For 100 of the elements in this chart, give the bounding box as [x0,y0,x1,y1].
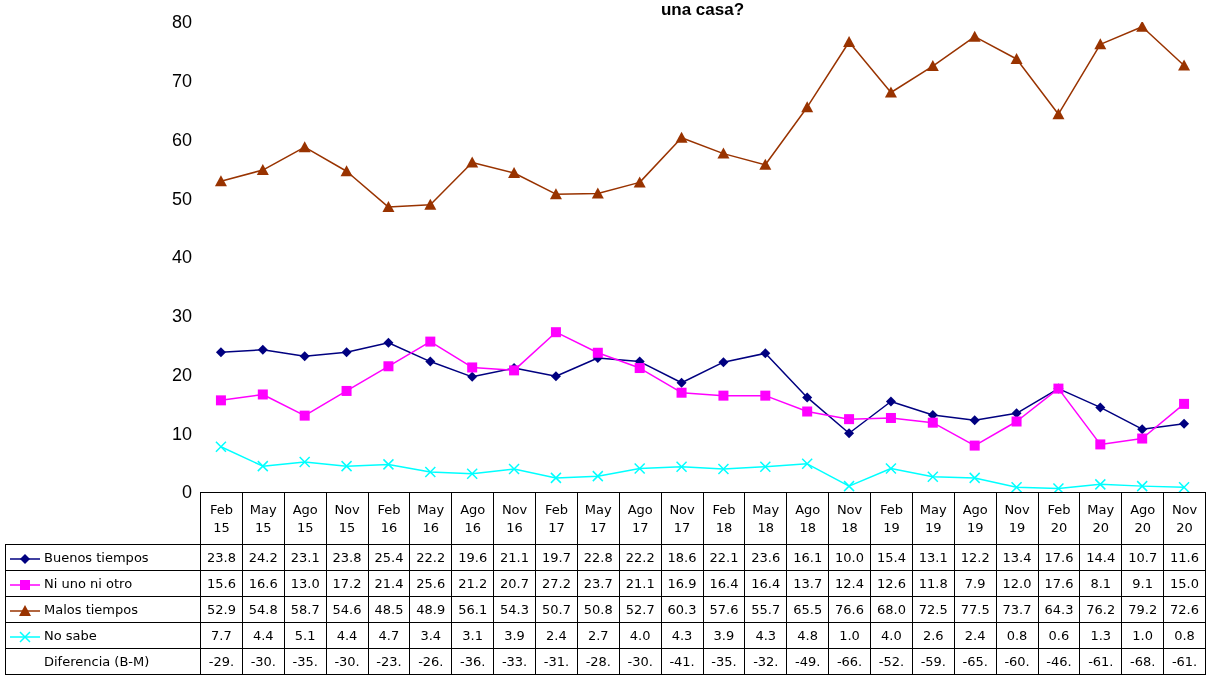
data-label: 23.7 [577,570,620,597]
text: -36. [451,648,494,675]
point [1094,478,1107,491]
y-tick-label: 10 [171,423,192,444]
data-label: 13.7 [786,570,829,597]
data-label: 60.3 [661,596,703,623]
x-tick-label: May 15 [248,500,278,537]
data-label: 23.6 [744,544,787,571]
data-label: 1.3 [1079,622,1122,649]
data-label: 4.8 [786,622,829,649]
x-tick-label: May 18 [751,500,781,537]
data-label: 55.7 [744,596,787,623]
x-tick-label: Feb 15 [208,500,234,537]
data-label: 16.6 [242,570,285,597]
data-label: 12.2 [954,544,997,571]
data-label: 0.8 [996,622,1038,649]
point [550,371,561,382]
text: -68. [1121,648,1164,675]
point [1011,416,1022,427]
data-label: 1.0 [1121,622,1164,649]
data-label: 22.2 [409,544,452,571]
data-label: 17.6 [1038,570,1080,597]
x-tick-label: Nov 18 [835,500,864,537]
point [802,392,813,403]
data-label: 11.8 [912,570,955,597]
text: -29. [200,648,243,675]
point [718,357,729,368]
data-label: 72.6 [1163,596,1206,623]
data-label: 4.0 [619,622,662,649]
data-label: 7.9 [954,570,997,597]
y-tick-label: 80 [171,12,192,33]
point [759,158,772,170]
point [927,470,939,483]
data-label: 76.2 [1079,596,1122,623]
point [844,428,855,439]
x-tick-label: Nov 17 [668,500,696,537]
data-label: 50.7 [535,596,578,623]
data-label: 4.3 [661,622,703,649]
x-tick-label: Nov 20 [1170,500,1199,537]
data-label: 20.7 [493,570,536,597]
data-label: 73.7 [996,596,1038,623]
point [676,377,687,388]
data-label: 3.9 [703,622,745,649]
point [760,390,771,401]
point [383,361,394,372]
point [424,198,437,210]
point [467,362,478,373]
point [927,417,938,428]
data-label: 58.7 [284,596,327,623]
point [885,396,896,407]
point [802,406,813,417]
data-label: 77.5 [954,596,997,623]
point [885,412,896,423]
data-label: 4.3 [744,622,787,649]
text: -52. [870,648,913,675]
point [968,30,981,42]
data-label: 48.9 [409,596,452,623]
point [675,460,688,473]
legend-label: Ni uno ni otro [5,570,201,597]
data-label: 4.4 [326,622,368,649]
point [257,344,268,355]
text: -33. [493,648,536,675]
point [1137,433,1148,444]
data-label: 22.2 [619,544,662,571]
data-label: 25.4 [368,544,410,571]
y-tick-label: 20 [171,364,192,385]
text: -65. [954,648,997,675]
data-label: 72.5 [912,596,955,623]
x-tick-label: Ago 16 [459,500,487,537]
point [550,327,561,338]
x-tick-label: May 16 [416,500,446,537]
point [466,156,479,168]
x-tick-label: Feb 20 [1046,500,1072,537]
data-label: 15.6 [200,570,243,597]
data-label: 21.1 [619,570,662,597]
point [467,371,478,382]
text: -61. [1163,648,1206,675]
data-label: 68.0 [870,596,913,623]
point [1178,481,1190,492]
text: -61. [1079,648,1122,675]
text: -30. [326,648,368,675]
point [340,460,353,472]
y-tick-label: 60 [171,129,192,150]
data-label: 50.8 [577,596,620,623]
x-tick-label: Ago 15 [291,500,319,537]
point [759,460,772,473]
point [214,175,227,187]
data-label: 3.1 [451,622,494,649]
point [1179,398,1190,409]
data-label: 27.2 [535,570,578,597]
point [968,472,981,484]
x-tick-label: Feb 16 [376,500,402,537]
data-label: 16.4 [744,570,787,597]
data-label: 10.7 [1121,544,1164,571]
data-label: 19.6 [451,544,494,571]
data-label: 4.7 [368,622,410,649]
point [843,35,856,47]
data-label: 2.6 [912,622,955,649]
data-label: 14.4 [1079,544,1122,571]
x-tick-label: Ago 17 [626,500,654,537]
